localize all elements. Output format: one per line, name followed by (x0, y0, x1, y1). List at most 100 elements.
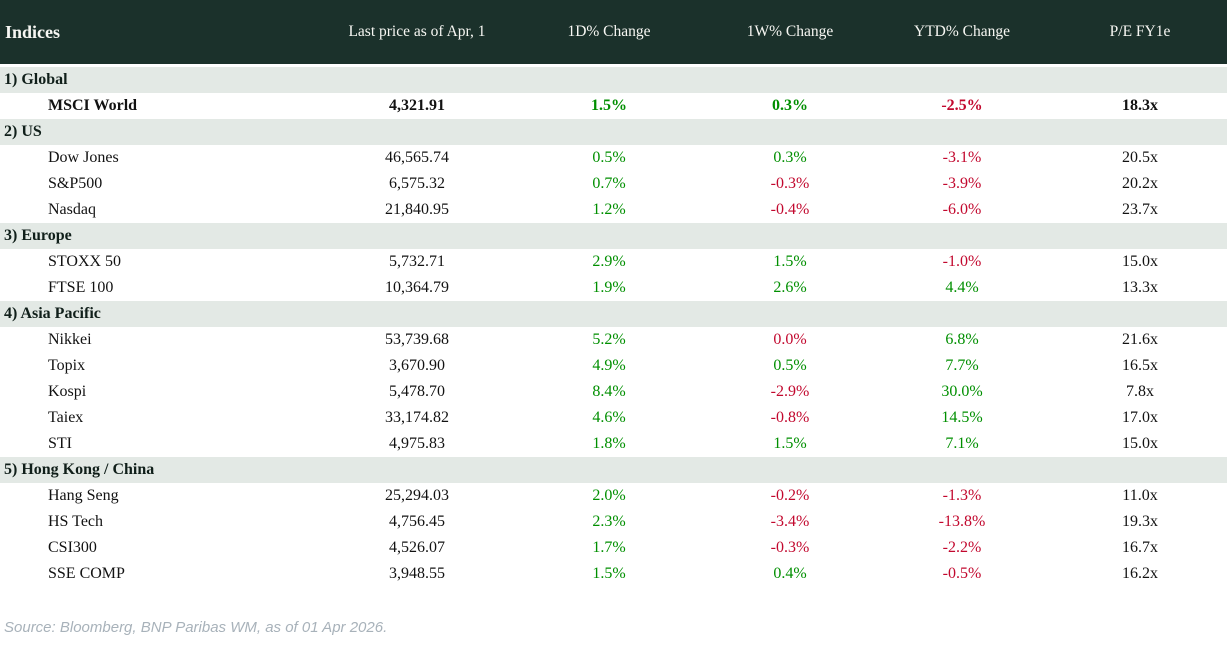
change-1d: 1.9% (592, 279, 626, 296)
change-1d: 0.7% (592, 175, 626, 192)
pe-ratio: 16.5x (1122, 357, 1158, 374)
change-ytd: -1.3% (942, 487, 982, 504)
change-ytd: 30.0% (941, 383, 983, 400)
change-ytd: -13.8% (938, 513, 986, 530)
header-row: Indices Last price as of Apr, 1 1D% Chan… (0, 0, 1227, 67)
index-name: Taiex (48, 409, 84, 426)
index-name: S&P500 (48, 175, 103, 192)
column-header-indices: Indices (0, 0, 325, 67)
index-name: STI (48, 435, 72, 452)
last-price: 3,948.55 (389, 565, 445, 582)
index-row: Kospi 5,478.70 8.4% -2.9% 30.0% 7.8x (0, 379, 1227, 405)
section-label: 1) Global (0, 65, 1227, 93)
index-row: Taiex 33,174.82 4.6% -0.8% 14.5% 17.0x (0, 405, 1227, 431)
change-1w: -3.4% (770, 513, 810, 530)
index-row: S&P500 6,575.32 0.7% -0.3% -3.9% 20.2x (0, 171, 1227, 197)
pe-ratio: 20.5x (1122, 149, 1158, 166)
last-price: 4,756.45 (389, 513, 445, 530)
section-label: 4) Asia Pacific (0, 301, 1227, 327)
change-ytd: -0.5% (942, 565, 982, 582)
last-price: 6,575.32 (389, 175, 445, 192)
change-1d: 1.2% (592, 201, 626, 218)
index-row: HS Tech 4,756.45 2.3% -3.4% -13.8% 19.3x (0, 509, 1227, 535)
pe-ratio: 16.2x (1122, 565, 1158, 582)
change-1w: -0.8% (770, 409, 810, 426)
section-row: 3) Europe (0, 223, 1227, 249)
pe-ratio: 16.7x (1122, 539, 1158, 556)
index-row: Hang Seng 25,294.03 2.0% -0.2% -1.3% 11.0x (0, 483, 1227, 509)
pe-ratio: 18.3x (1122, 97, 1158, 114)
pe-ratio: 15.0x (1122, 253, 1158, 270)
index-row: Nikkei 53,739.68 5.2% 0.0% 6.8% 21.6x (0, 327, 1227, 353)
pe-ratio: 17.0x (1122, 409, 1158, 426)
index-name: SSE COMP (48, 565, 125, 582)
column-header-pe-fy1e: P/E FY1e (1053, 0, 1227, 67)
last-price: 46,565.74 (385, 149, 449, 166)
index-row: SSE COMP 3,948.55 1.5% 0.4% -0.5% 16.2x (0, 561, 1227, 587)
section-row: 1) Global (0, 65, 1227, 93)
last-price: 33,174.82 (385, 409, 449, 426)
last-price: 3,670.90 (389, 357, 445, 374)
index-name: CSI300 (48, 539, 97, 556)
change-ytd: -3.1% (942, 149, 982, 166)
change-1w: 0.4% (773, 565, 807, 582)
column-header-ytd-change: YTD% Change (871, 0, 1053, 67)
change-ytd: -2.2% (942, 539, 982, 556)
change-1w: 1.5% (773, 253, 807, 270)
index-row: MSCI World 4,321.91 1.5% 0.3% -2.5% 18.3x (0, 93, 1227, 119)
change-1w: -2.9% (770, 383, 810, 400)
index-name: STOXX 50 (48, 253, 122, 270)
last-price: 21,840.95 (385, 201, 449, 218)
section-row: 5) Hong Kong / China (0, 457, 1227, 483)
section-row: 4) Asia Pacific (0, 301, 1227, 327)
index-row: FTSE 100 10,364.79 1.9% 2.6% 4.4% 13.3x (0, 275, 1227, 301)
change-1w: 2.6% (773, 279, 807, 296)
pe-ratio: 23.7x (1122, 201, 1158, 218)
change-1w: 0.5% (773, 357, 807, 374)
change-ytd: -2.5% (941, 97, 983, 114)
change-1d: 1.5% (592, 565, 626, 582)
index-row: STOXX 50 5,732.71 2.9% 1.5% -1.0% 15.0x (0, 249, 1227, 275)
last-price: 53,739.68 (385, 331, 449, 348)
pe-ratio: 21.6x (1122, 331, 1158, 348)
change-1d: 1.8% (592, 435, 626, 452)
index-name: MSCI World (48, 97, 138, 114)
change-1d: 2.3% (592, 513, 626, 530)
change-ytd: 4.4% (945, 279, 979, 296)
change-1w: 0.0% (773, 331, 807, 348)
change-1d: 4.9% (592, 357, 626, 374)
index-name: FTSE 100 (48, 279, 114, 296)
last-price: 5,732.71 (389, 253, 445, 270)
last-price: 4,975.83 (389, 435, 445, 452)
table-header: Indices Last price as of Apr, 1 1D% Chan… (0, 0, 1227, 67)
change-1d: 0.5% (592, 149, 626, 166)
section-label: 2) US (0, 119, 1227, 145)
change-1d: 8.4% (592, 383, 626, 400)
change-1d: 1.7% (592, 539, 626, 556)
pe-ratio: 15.0x (1122, 435, 1158, 452)
index-name: Nikkei (48, 331, 92, 348)
pe-ratio: 7.8x (1126, 383, 1154, 400)
column-header-1d-change: 1D% Change (509, 0, 709, 67)
change-1w: 0.3% (773, 149, 807, 166)
index-row: Topix 3,670.90 4.9% 0.5% 7.7% 16.5x (0, 353, 1227, 379)
change-ytd: 6.8% (945, 331, 979, 348)
change-1w: 1.5% (773, 435, 807, 452)
change-1w: -0.2% (770, 487, 810, 504)
pe-ratio: 11.0x (1122, 487, 1158, 504)
last-price: 10,364.79 (385, 279, 449, 296)
last-price: 5,478.70 (389, 383, 445, 400)
index-name: Nasdaq (48, 201, 96, 218)
change-1d: 1.5% (591, 97, 627, 114)
change-1w: 0.3% (772, 97, 808, 114)
pe-ratio: 20.2x (1122, 175, 1158, 192)
change-1d: 5.2% (592, 331, 626, 348)
last-price: 4,526.07 (389, 539, 445, 556)
change-1d: 2.0% (592, 487, 626, 504)
index-row: Nasdaq 21,840.95 1.2% -0.4% -6.0% 23.7x (0, 197, 1227, 223)
change-ytd: -1.0% (942, 253, 982, 270)
index-row: STI 4,975.83 1.8% 1.5% 7.1% 15.0x (0, 431, 1227, 457)
change-ytd: 14.5% (941, 409, 983, 426)
index-name: Kospi (48, 383, 87, 400)
change-1w: -0.4% (770, 201, 810, 218)
